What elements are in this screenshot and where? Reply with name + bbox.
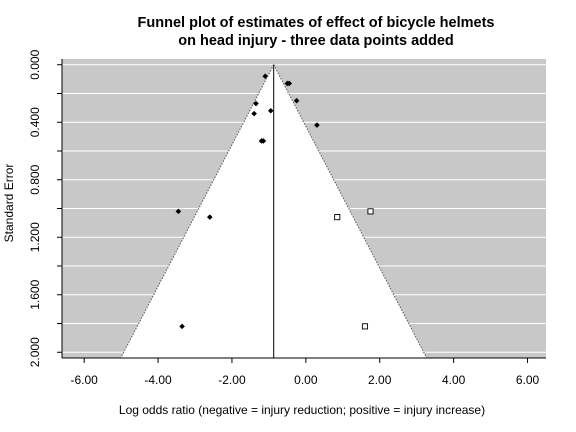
x-tick-label: -6.00 <box>70 373 98 387</box>
x-tick-label: -4.00 <box>144 373 172 387</box>
chart-title-line-2: on head injury - three data points added <box>178 33 454 49</box>
data-point-diamond <box>262 73 269 80</box>
funnel-left-boundary <box>120 64 275 359</box>
data-point-diamond <box>267 107 274 114</box>
x-tick-label: -2.00 <box>218 373 246 387</box>
data-point-diamond <box>251 110 257 117</box>
x-tick-label: 6.00 <box>516 373 540 387</box>
y-tick-label: 0.800 <box>28 164 42 194</box>
data-point-diamond <box>175 208 182 215</box>
data-point-diamond <box>314 122 320 128</box>
y-tick-label: 1.200 <box>28 222 42 252</box>
data-point-diamond <box>206 214 213 220</box>
chart-title-line-1: Funnel plot of estimates of effect of bi… <box>138 15 495 31</box>
data-point-square <box>361 323 369 330</box>
y-tick-label: 0.400 <box>28 107 42 137</box>
x-tick-label: 2.00 <box>368 373 392 387</box>
y-tick-label: 0.000 <box>28 49 42 79</box>
x-axis-label: Log odds ratio (negative = injury reduct… <box>119 403 485 417</box>
data-point-square <box>367 208 374 215</box>
data-point-square <box>334 214 341 221</box>
data-point-diamond <box>179 323 185 330</box>
axes: -6.00 -4.00 -2.00 0.00 2.00 4.00 6.00 0.000 0.40… <box>28 49 546 387</box>
data-point-diamond <box>258 138 265 144</box>
data-point-diamond <box>293 97 300 104</box>
y-tick-label: 2.000 <box>28 337 42 367</box>
data-point-diamond <box>253 100 259 107</box>
data-point-diamond <box>286 80 293 87</box>
x-tick-label: 0.00 <box>294 373 318 387</box>
x-tick-label: 4.00 <box>442 373 466 387</box>
funnel-right-boundary <box>273 64 428 359</box>
y-tick-label: 1.600 <box>28 279 42 309</box>
y-axis-label: Standard Error <box>2 164 16 243</box>
plot-area <box>62 59 546 359</box>
